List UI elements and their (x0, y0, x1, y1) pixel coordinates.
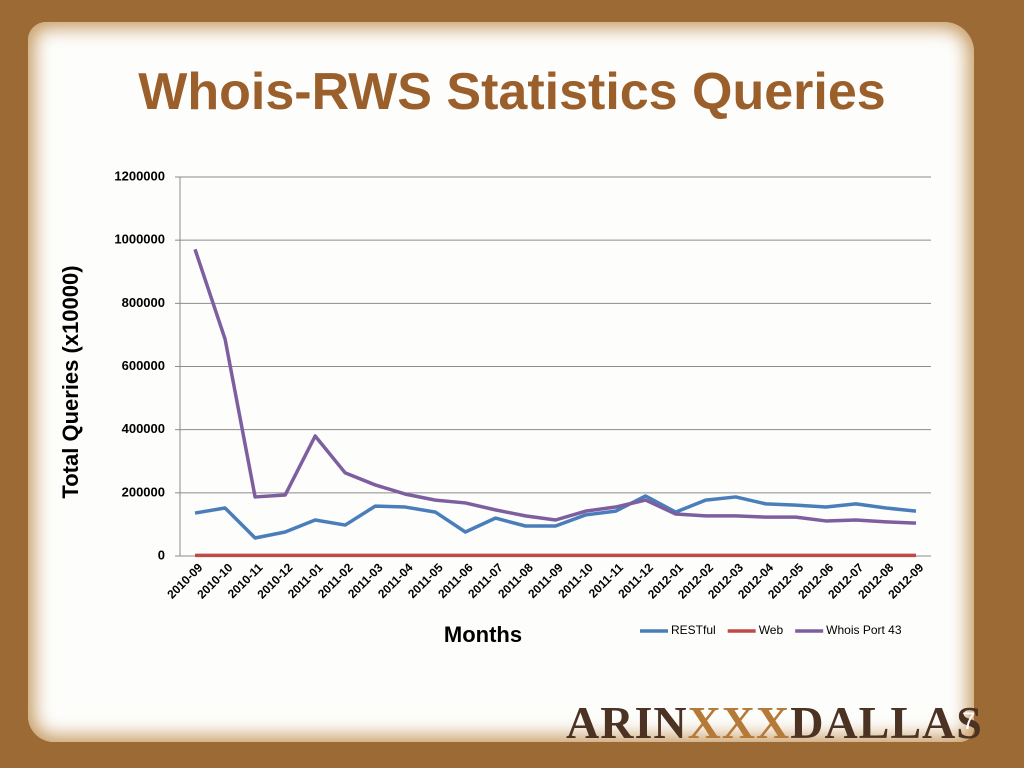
y-tick-label: 800000 (122, 295, 165, 310)
y-axis-label: Total Queries (x10000) (58, 265, 83, 498)
y-tick-label: 600000 (122, 358, 165, 373)
y-tick-label: 1000000 (114, 232, 165, 247)
logo-text: ARIN (566, 697, 688, 748)
logo: ARINXXXDALLAS (566, 696, 983, 749)
paper (28, 22, 974, 742)
page-number: 7 (962, 708, 976, 735)
legend-label: Whois Port 43 (826, 623, 902, 637)
y-tick-label: 400000 (122, 421, 165, 436)
x-axis-label: Months (444, 622, 522, 647)
y-tick-label: 1200000 (114, 168, 165, 183)
slide-title: Whois-RWS Statistics Queries (138, 63, 886, 121)
series-line (194, 494, 917, 540)
legend-label: RESTful (671, 623, 716, 637)
y-tick-label: 200000 (122, 484, 165, 499)
logo-text: DALLAS (790, 697, 983, 748)
series-line (193, 248, 917, 525)
legend-label: Web (759, 623, 784, 637)
y-tick-label: 0 (158, 547, 165, 562)
logo-text: XXX (687, 697, 791, 748)
